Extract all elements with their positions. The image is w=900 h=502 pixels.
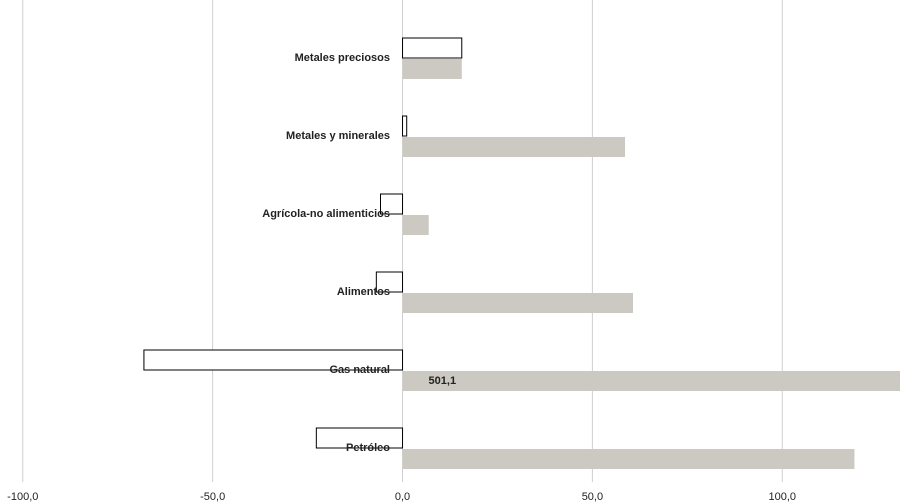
bar — [402, 59, 462, 79]
category-label: Agrícola-no alimenticios — [262, 208, 390, 220]
bar — [315, 427, 404, 449]
category-label: Petróleo — [346, 442, 390, 454]
x-tick-label: 0,0 — [395, 491, 410, 502]
bar — [402, 449, 855, 469]
bar — [402, 293, 634, 313]
bar — [402, 215, 429, 235]
category-label: Alimentos — [337, 286, 390, 298]
bar — [402, 371, 900, 391]
bar — [402, 115, 408, 137]
bar — [402, 137, 626, 157]
category-label: Metales preciosos — [295, 52, 390, 64]
value-label: 501,1 — [429, 375, 457, 387]
category-label: Metales y minerales — [286, 130, 390, 142]
bar — [143, 349, 404, 371]
x-tick-label: -100,0 — [7, 491, 38, 502]
x-tick-label: 100,0 — [769, 491, 797, 502]
bar — [380, 193, 404, 215]
category-label: Gas natural — [329, 364, 390, 376]
x-tick-label: 50,0 — [582, 491, 603, 502]
x-tick-label: -50,0 — [200, 491, 225, 502]
bar — [375, 271, 404, 293]
bar — [402, 37, 463, 59]
